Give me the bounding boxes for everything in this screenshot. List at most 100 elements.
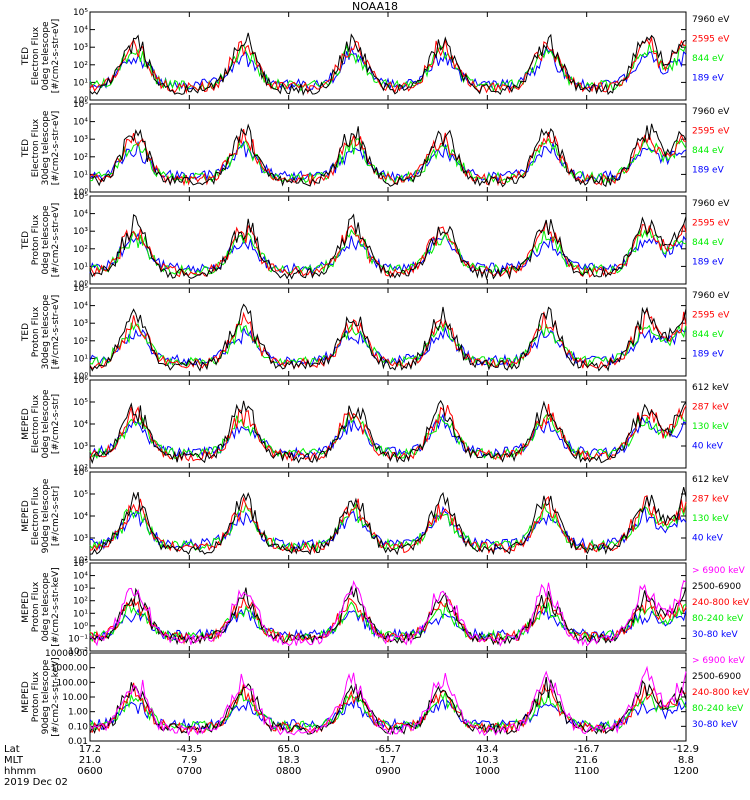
legend-entry: 30-80 keV [692, 630, 738, 640]
legend-entry: 612 keV [692, 475, 729, 485]
series-trace [89, 140, 687, 183]
footer-mlt-value: 1.7 [380, 755, 396, 766]
y-axis-label-line: Proton Flux [31, 214, 41, 265]
series-trace [89, 123, 687, 188]
footer-hhmm-value: 1200 [673, 766, 699, 777]
y-tick-label: 1.00 [68, 708, 88, 718]
series-trace [89, 403, 687, 462]
y-axis-label-line: 0deg telescope [41, 21, 51, 91]
series-trace [89, 36, 687, 95]
footer-lat-value: 17.2 [78, 744, 102, 755]
y-axis-label-line: Electron Flux [31, 26, 41, 85]
y-axis-label-line: 90deg telescope [41, 478, 51, 553]
y-tick-label: 10² [73, 556, 88, 566]
y-axis-label-line: [#/cm2-s-str-keV] [51, 657, 61, 736]
y-tick-label: 10⁴ [73, 512, 88, 522]
y-tick-label: 10⁶ [73, 376, 88, 386]
legend-entry: 287 keV [692, 495, 729, 505]
y-tick-label: 10⁰ [73, 188, 88, 198]
series-trace [89, 232, 687, 275]
legend-entry: 612 keV [692, 383, 729, 393]
series-trace [89, 309, 687, 370]
series-trace [89, 32, 687, 97]
footer-hhmm-value: 0700 [176, 766, 203, 777]
y-tick-label: 10³ [73, 534, 88, 544]
legend-entry: 2595 eV [692, 35, 730, 45]
y-axis-label-line: Proton Flux [31, 671, 41, 722]
legend-entry: 40 keV [692, 534, 724, 544]
y-tick-label: 10⁵ [73, 100, 88, 110]
y-tick-label: 10⁰ [73, 280, 88, 290]
legend-entry: 2595 eV [692, 127, 730, 137]
legend-entry: 7960 eV [692, 291, 730, 301]
y-tick-label: 10.00 [62, 693, 88, 703]
y-axis-label-line: [#/cm2-s-str] [51, 394, 61, 454]
legend-entry: 130 keV [692, 514, 729, 524]
panel-8: 0.01 0.10 1.00 10.00 100.00 1000.00 10000.00 ME… [21, 649, 750, 747]
y-tick-label: 10000.00 [45, 649, 88, 659]
legend-entry: 189 eV [692, 166, 725, 176]
y-tick-label: 10² [73, 597, 88, 607]
legend-entry: 80-240 keV [692, 704, 744, 714]
series-trace [89, 494, 687, 554]
panel-5: 10² 10³ 10⁴ 10⁵ 10⁶ MEPED Electron Flux 0deg te… [21, 376, 729, 474]
footer-label-lat: Lat [4, 744, 20, 755]
series-trace [89, 220, 687, 278]
series-trace [89, 399, 687, 464]
y-tick-label: 10¹ [73, 262, 88, 272]
y-axis-label-line: MEPED [21, 408, 31, 440]
y-axis-label-line: Proton Flux [31, 581, 41, 632]
series-trace [89, 129, 687, 187]
legend-entry: 80-240 keV [692, 614, 744, 624]
y-axis-label-line: MEPED [21, 681, 31, 713]
legend-entry: 2500-6900 [692, 582, 741, 592]
y-axis-label-line: 0deg telescope [41, 205, 51, 275]
series-trace [89, 213, 687, 281]
y-axis-label-line: Proton Flux [31, 306, 41, 357]
series-trace [89, 45, 687, 91]
y-tick-label: 10⁴ [73, 210, 88, 220]
y-tick-label: 10⁴ [73, 572, 88, 582]
series-trace [89, 43, 687, 93]
y-tick-label: 10² [73, 464, 88, 474]
y-tick-label: 10⁶ [73, 468, 88, 478]
y-tick-label: 10⁻² [68, 647, 88, 657]
legend-entry: 240-800 keV [692, 688, 750, 698]
y-tick-label: 10³ [73, 319, 88, 329]
footer-hhmm-value: 0900 [375, 766, 401, 777]
y-axis-label-line: Electron Flux [31, 118, 41, 177]
y-tick-label: 1000.00 [51, 664, 88, 674]
y-axis-label-line: TED [21, 47, 31, 66]
legend-entry: 189 eV [692, 350, 725, 360]
legend-entry: 189 eV [692, 74, 725, 84]
footer-mlt-value: 7.9 [181, 755, 198, 766]
y-tick-label: 10² [73, 153, 88, 163]
y-tick-label: 10² [73, 337, 88, 347]
footer-lat-value: 65.0 [277, 744, 300, 755]
y-tick-label: 100.00 [57, 678, 89, 688]
panel-1: 10⁰ 10¹ 10² 10³ 10⁴ 10⁵ TED Electron Flux 0deg t… [21, 8, 730, 106]
y-axis-label-line: 90deg telescope [41, 659, 51, 734]
y-axis-label-line: 30deg telescope [41, 110, 51, 185]
y-tick-label: 10³ [73, 227, 88, 237]
y-axis-label-line: Electron Flux [31, 486, 41, 545]
legend-entry: 2595 eV [692, 219, 730, 229]
y-tick-label: 10⁴ [73, 420, 88, 430]
y-tick-label: 10⁵ [73, 398, 88, 408]
y-tick-label: 10³ [73, 584, 88, 594]
series-trace [89, 580, 687, 647]
legend-entry: 844 eV [692, 330, 725, 340]
legend-entry: 7960 eV [692, 107, 730, 117]
series-trace [89, 226, 687, 276]
legend-entry: 130 keV [692, 422, 729, 432]
y-axis-label-line: [#/cm2-s-str-eV] [51, 19, 61, 94]
y-axis-label-line: [#/cm2-s-str] [51, 486, 61, 546]
y-tick-label: 10⁰ [73, 372, 88, 382]
footer-hhmm-value: 1000 [474, 766, 501, 777]
footer-lat-value: -16.7 [573, 744, 600, 755]
series-trace [89, 486, 687, 556]
y-tick-label: 10⁰ [73, 622, 88, 632]
y-axis-label-line: MEPED [21, 591, 31, 623]
y-axis-label-line: TED [21, 231, 31, 250]
legend-entry: 30-80 keV [692, 720, 738, 730]
